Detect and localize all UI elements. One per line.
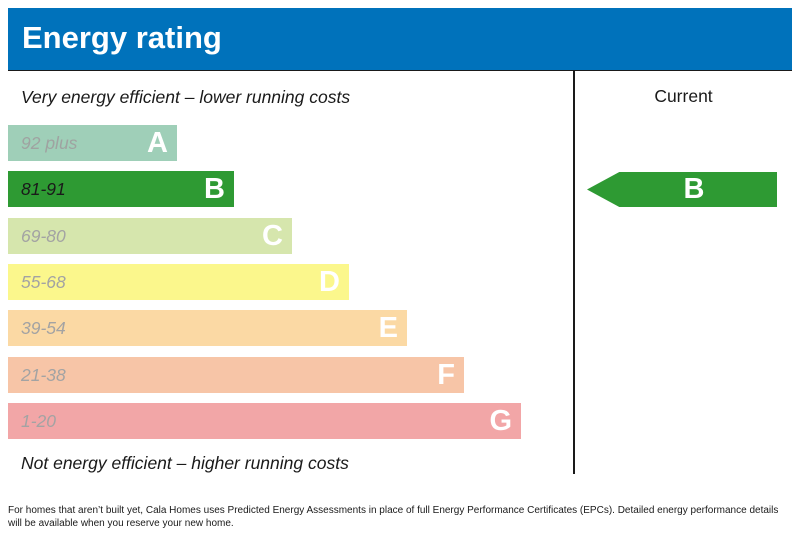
caption-efficient: Very energy efficient – lower running co… [21, 87, 351, 107]
band-range-label: 69-80 [21, 226, 66, 246]
band-letter: D [319, 266, 340, 298]
rating-band-d: 55-68 D [8, 264, 349, 300]
current-column-header: Current [654, 86, 713, 106]
caption-inefficient: Not energy efficient – higher running co… [21, 453, 349, 473]
footnote: For homes that aren’t built yet, Cala Ho… [8, 505, 779, 529]
band-range-label: 81-91 [21, 179, 66, 199]
band-letter: G [489, 405, 512, 437]
rating-band-e: 39-54 E [8, 310, 407, 346]
band-letter: E [378, 312, 398, 344]
band-range-label: 92 plus [21, 133, 78, 153]
rating-band-c: 69-80 C [8, 218, 292, 254]
rating-band-a: 92 plus A [8, 125, 177, 161]
band-letter: A [147, 127, 168, 159]
current-rating-letter: B [683, 173, 705, 205]
band-range-label: 39-54 [21, 318, 66, 338]
rating-band-f: 21-38 F [8, 357, 464, 393]
current-rating-arrow: B [587, 172, 777, 207]
band-range-label: 55-68 [21, 272, 66, 292]
band-range-label: 1-20 [21, 411, 57, 431]
band-letter: B [204, 173, 225, 205]
rating-band-g: 1-20 G [8, 403, 521, 439]
rating-band-b: 81-91 B [8, 171, 234, 207]
page-title: Energy rating [22, 20, 222, 55]
column-divider [573, 70, 575, 474]
band-letter: C [262, 220, 283, 252]
band-range-label: 21-38 [21, 365, 66, 385]
header-bar: Energy rating [8, 8, 792, 71]
band-letter: F [437, 359, 455, 391]
